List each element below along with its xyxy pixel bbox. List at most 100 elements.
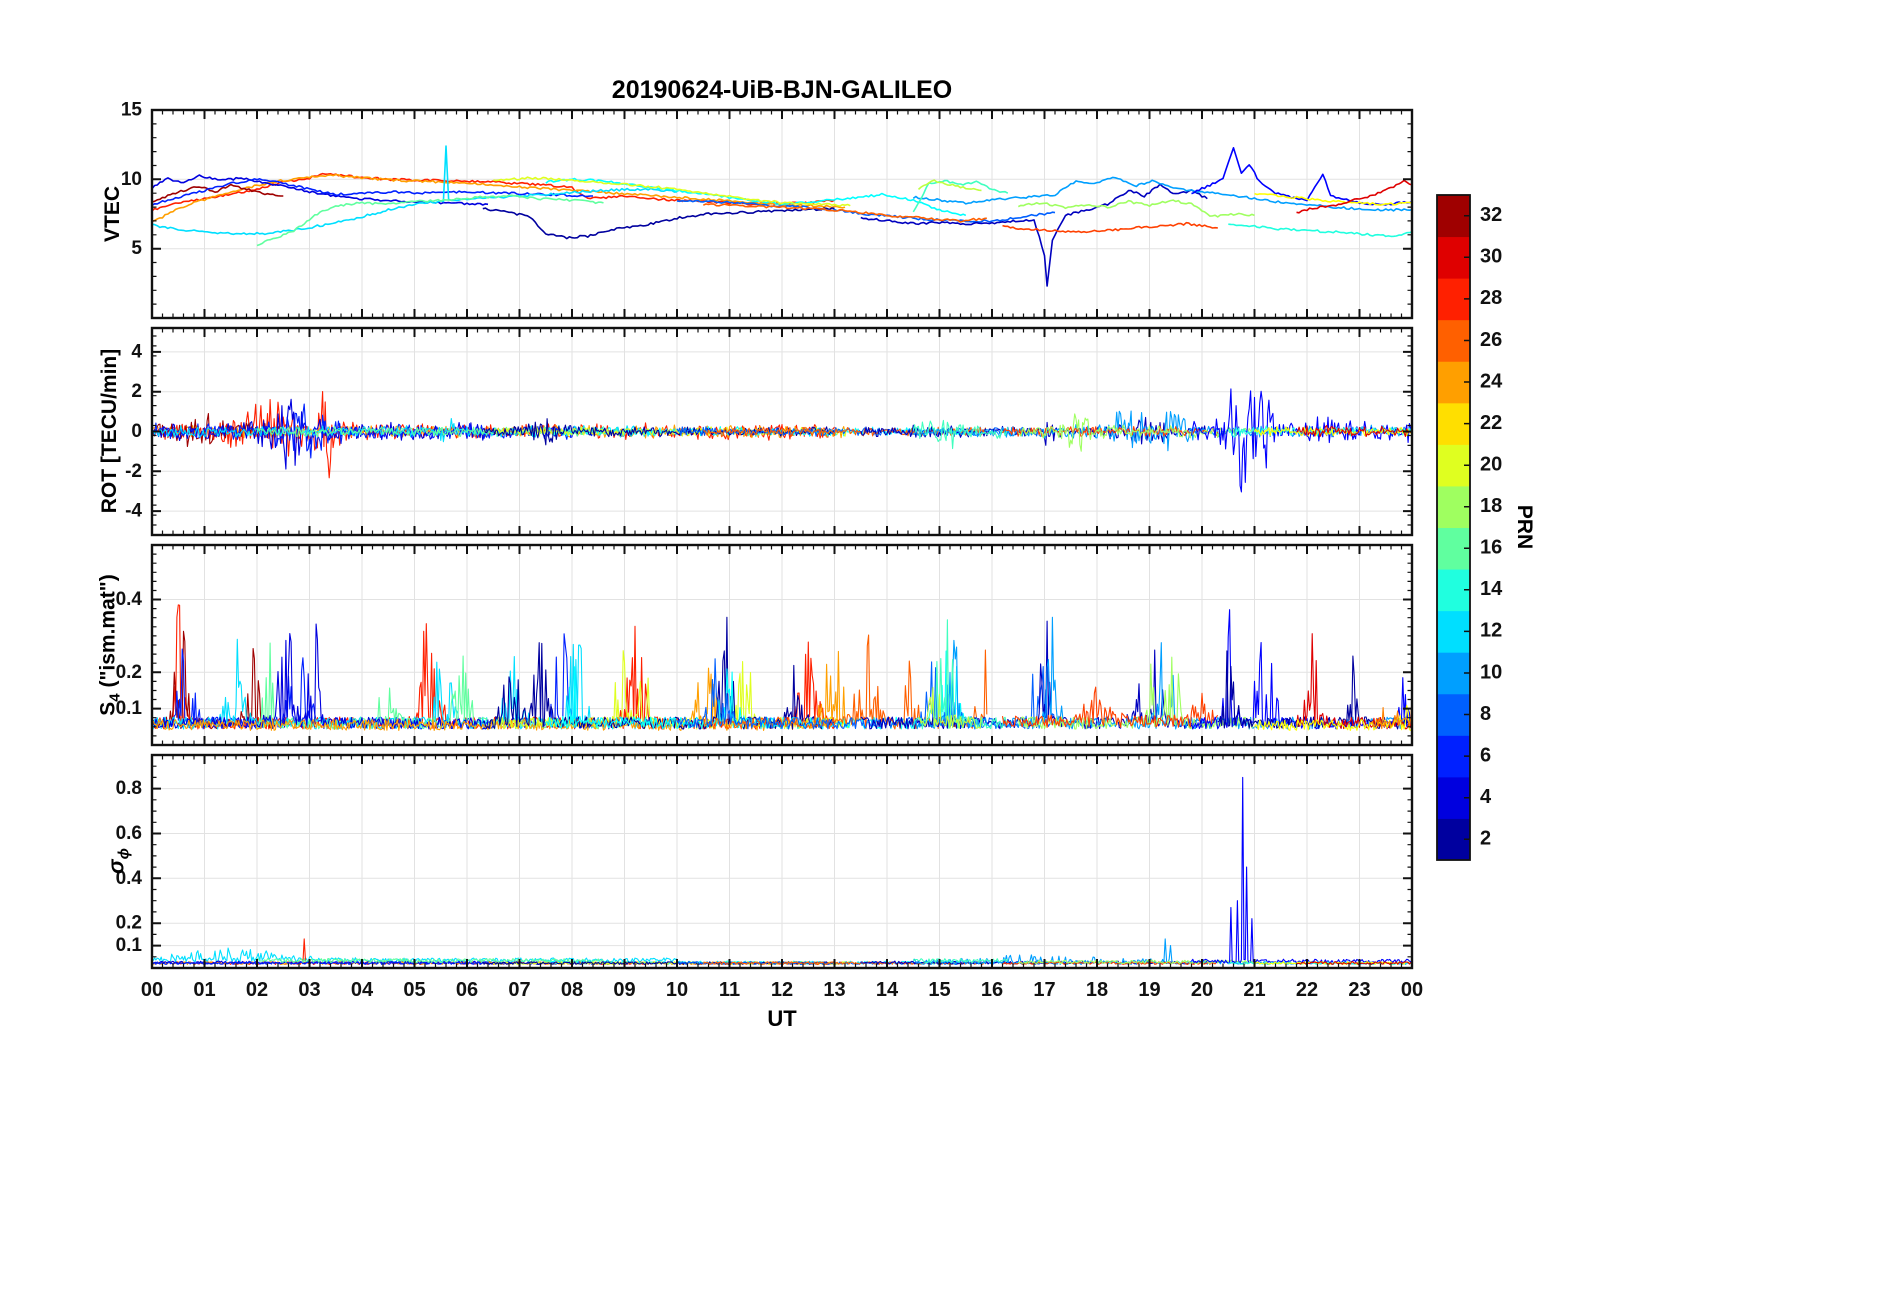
series-prn-27 — [1002, 425, 1219, 438]
colorbar-tick-label: 32 — [1480, 204, 1502, 226]
x-tick-label: 17 — [1033, 979, 1055, 1001]
series-prn-30 — [1296, 179, 1411, 214]
series-prn-5 — [1191, 776, 1411, 964]
colorbar-tick-label: 6 — [1480, 744, 1491, 766]
series-prn-3 — [860, 183, 1208, 287]
y-tick-label: 0.4 — [116, 589, 143, 610]
grid-lines — [152, 755, 1412, 968]
series-prn-5 — [1190, 609, 1411, 730]
panel-VTEC: 5 10 15 — [121, 100, 1414, 320]
series-prn-21 — [1254, 426, 1411, 437]
y-tick-label: 0.8 — [116, 778, 142, 799]
ylabel-s4-main: S — [96, 701, 120, 716]
y-tick-label: -2 — [125, 461, 142, 482]
series-prn-15 — [912, 419, 1009, 450]
x-tick-label: 00 — [1401, 979, 1423, 1001]
colorbar-tick-label: 28 — [1480, 287, 1502, 309]
series-prn-18 — [1017, 199, 1255, 218]
series-group-S4 — [153, 604, 1411, 731]
minor-ticks — [152, 328, 1412, 536]
colorbar-ticks — [1464, 215, 1470, 840]
series-prn-2 — [482, 207, 835, 240]
series-prn-20 — [493, 176, 851, 207]
x-tick-label: 13 — [823, 979, 845, 1001]
colorbar-tick-label: 24 — [1480, 370, 1503, 392]
ylabel-s4: S4 ("ism.mat") — [96, 574, 123, 715]
x-tick-label: 18 — [1086, 979, 1108, 1001]
colorbar-tick-label: 22 — [1480, 412, 1502, 434]
series-prn-6 — [153, 178, 593, 206]
x-tick-label: 11 — [719, 979, 740, 1001]
series-prn-10 — [912, 176, 1411, 212]
x-tick-label: 05 — [403, 979, 425, 1001]
x-tick-label: 20 — [1191, 979, 1213, 1001]
panel-sigma_phi: 0.10.2 0.4 0.6 0.8 00 01 02 03 04 05 06 07 08 09 10 11 1… — [116, 753, 1423, 1001]
panel-border — [150, 326, 1414, 537]
y-tick-label: 4 — [131, 341, 142, 362]
panel-border — [150, 108, 1414, 320]
series-prn-19 — [918, 687, 983, 729]
grid-lines — [152, 109, 1412, 318]
series-prn-2 — [1217, 650, 1411, 730]
colorbar-label: PRN — [1513, 504, 1536, 550]
colorbar-tick-label: 26 — [1480, 329, 1502, 351]
series-prn-6 — [153, 633, 594, 730]
series-prn-14 — [1228, 223, 1411, 238]
x-tick-label: 23 — [1348, 979, 1370, 1001]
series-prn-10 — [912, 616, 1411, 730]
series-prn-16 — [256, 194, 604, 247]
x-tick-label: 21 — [1243, 979, 1265, 1001]
series-prn-13 — [545, 177, 967, 217]
x-tick-label: 08 — [561, 979, 583, 1001]
colorbar-tick-label: 8 — [1480, 703, 1491, 725]
x-tick-label: 02 — [246, 979, 268, 1001]
x-tick-label: 00 — [141, 979, 163, 1001]
xlabel-ut: UT — [767, 1006, 797, 1031]
chart-title: 20190624-UiB-BJN-GALILEO — [611, 76, 953, 104]
x-tick-label: 03 — [298, 979, 320, 1001]
ylabel-sigma-sub: ϕ — [115, 848, 133, 860]
y-tick-label: 0.1 — [116, 698, 143, 719]
series-prn-8 — [676, 199, 1056, 223]
y-tick-label: 0.2 — [116, 662, 142, 683]
panel-border — [150, 753, 1414, 970]
series-group-ROT — [153, 388, 1411, 493]
minor-ticks — [152, 754, 1412, 969]
x-tick-label: 15 — [928, 979, 950, 1001]
series-prn-5 — [1190, 388, 1411, 493]
colorbar-tick-label: 14 — [1480, 578, 1503, 600]
y-tick-label: 2 — [131, 381, 142, 402]
colorbar-tick-label: 10 — [1480, 661, 1502, 683]
y-tick-label: 0 — [131, 421, 142, 442]
series-prn-30 — [1296, 425, 1411, 438]
x-tick-label: 01 — [193, 979, 215, 1001]
series-prn-19 — [917, 179, 982, 192]
colorbar-tick-label: 4 — [1480, 786, 1492, 808]
series-prn-30 — [1296, 961, 1411, 965]
colorbar-tick-label: 18 — [1480, 495, 1502, 517]
series-prn-5 — [1191, 147, 1411, 206]
y-tick-label: 10 — [121, 169, 142, 190]
series-prn-2 — [482, 418, 835, 446]
x-tick-label: 04 — [351, 979, 374, 1001]
ylabel-rot-text: ROT [TECU/min] — [98, 348, 121, 514]
series-group-VTEC — [153, 145, 1411, 287]
panel-S4: 0.1 0.2 0.4 — [116, 543, 1414, 747]
series-prn-21 — [1254, 192, 1411, 206]
ylabel-rot: ROT [TECU/min] — [98, 349, 122, 513]
series-prn-27 — [1002, 221, 1218, 234]
panel-border — [150, 543, 1414, 747]
y-tick-label: 0.6 — [116, 823, 142, 844]
grid-lines — [152, 545, 1412, 745]
ylabel-s4-rest: ("ism.mat") — [96, 574, 120, 694]
x-tick-label: 09 — [613, 979, 635, 1001]
series-prn-12 — [153, 638, 678, 730]
ylabel-sigma-phi: σϕ — [103, 848, 132, 874]
x-tick-label: 10 — [666, 979, 688, 1001]
series-prn-12 — [153, 145, 678, 236]
series-prn-8 — [676, 658, 1056, 730]
colorbar-tick-label: 20 — [1480, 453, 1502, 475]
panel-ROT: -4 -2 0 2 4 — [125, 326, 1414, 537]
